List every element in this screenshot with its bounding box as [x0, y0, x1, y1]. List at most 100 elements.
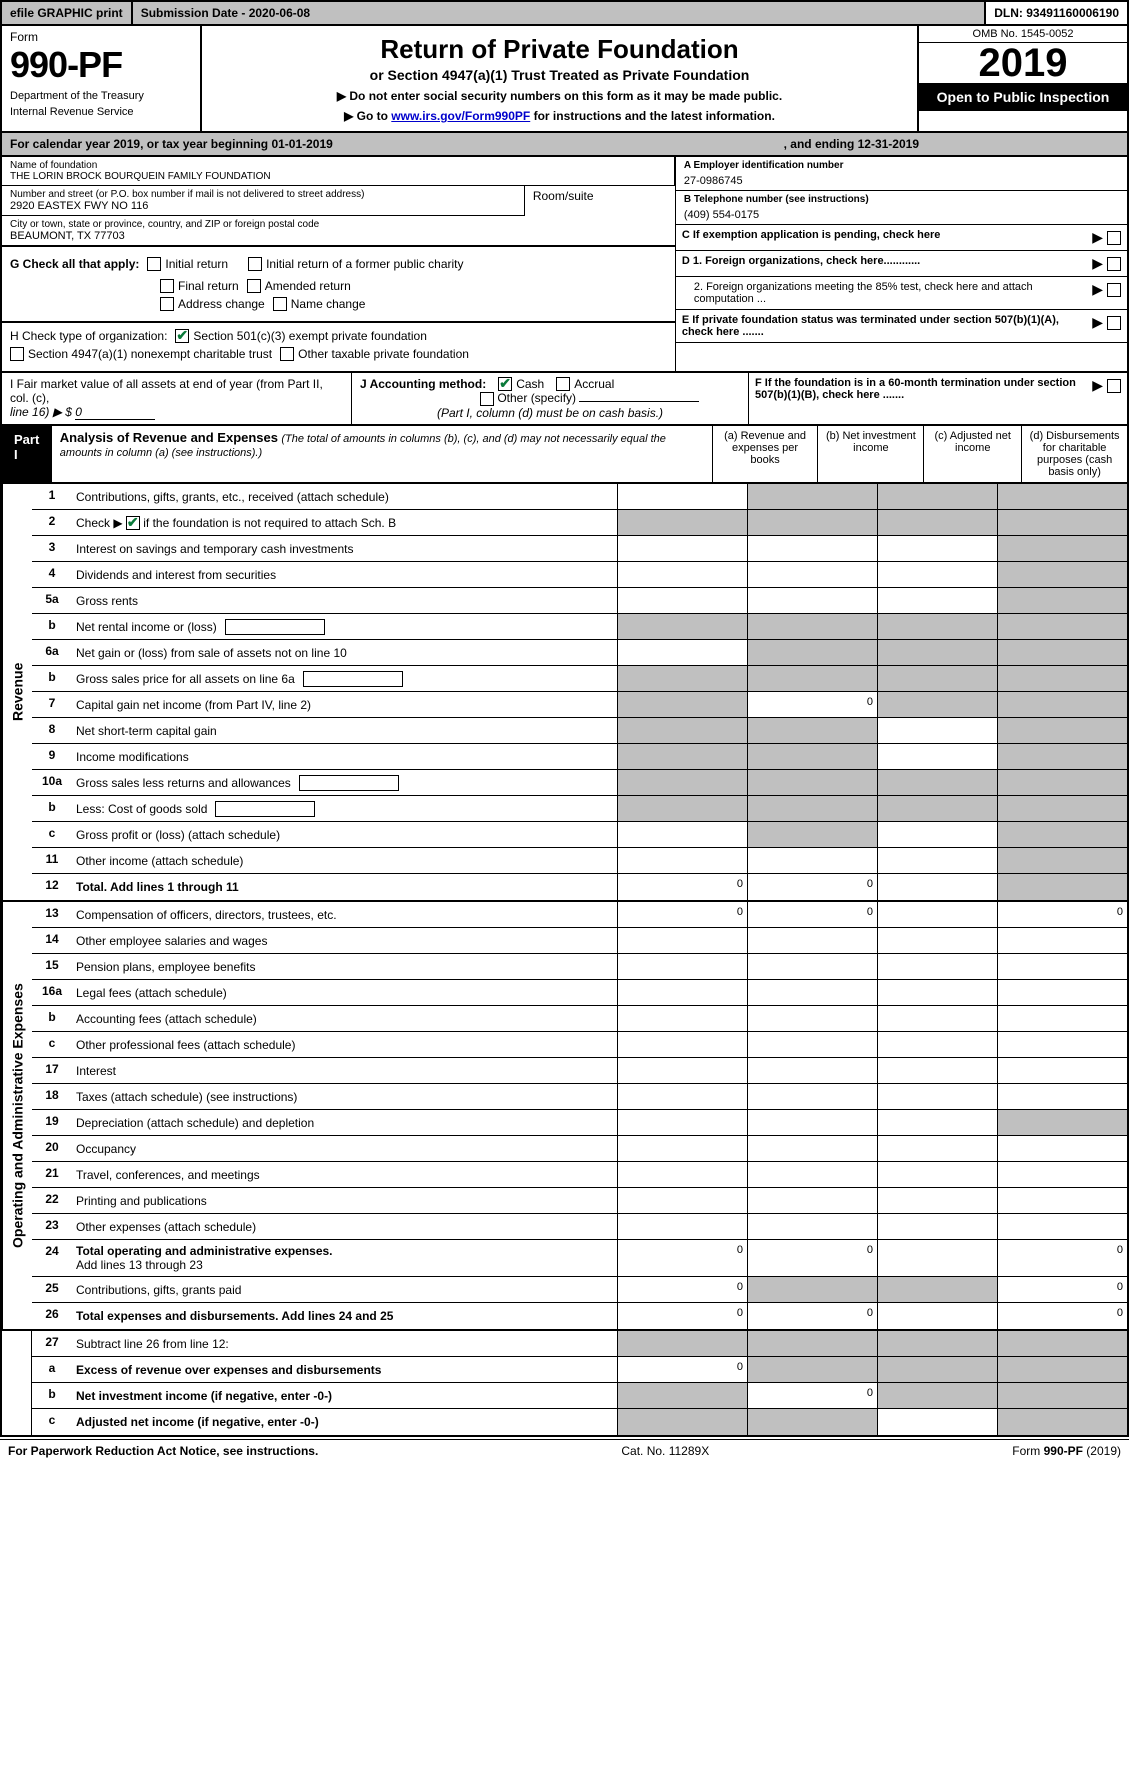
e-checkbox[interactable] — [1107, 316, 1121, 330]
l10a-box — [299, 775, 399, 791]
part1-title: Analysis of Revenue and Expenses — [60, 430, 278, 445]
4947-label: Section 4947(a)(1) nonexempt charitable … — [28, 347, 272, 361]
section-ij: I Fair market value of all assets at end… — [0, 373, 1129, 426]
d1-checkbox[interactable] — [1107, 257, 1121, 271]
other-specify-line — [579, 401, 699, 402]
l26-a: 0 — [617, 1303, 747, 1329]
arrow-icon: ▶ — [1092, 281, 1103, 298]
other-specify-checkbox[interactable] — [480, 392, 494, 406]
l12-a: 0 — [617, 874, 747, 900]
expenses-table: Operating and Administrative Expenses 13… — [0, 902, 1129, 1331]
amended-label: Amended return — [265, 279, 351, 293]
phone-value: (409) 554-0175 — [684, 209, 1119, 221]
line-6b: Gross sales price for all assets on line… — [72, 666, 617, 691]
name-change-checkbox[interactable] — [273, 297, 287, 311]
line-21: Travel, conferences, and meetings — [72, 1162, 617, 1187]
l27a-a: 0 — [617, 1357, 747, 1382]
4947-checkbox[interactable] — [10, 347, 24, 361]
footer-right: Form 990-PF (2019) — [1012, 1444, 1121, 1458]
d1-label: D 1. Foreign organizations, check here..… — [682, 255, 1092, 267]
col-a-header: (a) Revenue and expenses per books — [712, 426, 818, 482]
address: 2920 EASTEX FWY NO 116 — [10, 200, 516, 212]
line-12: Total. Add lines 1 through 11 — [72, 874, 617, 900]
f-label: F If the foundation is in a 60-month ter… — [755, 377, 1092, 401]
col-d-header: (d) Disbursements for charitable purpose… — [1021, 426, 1127, 482]
line-1: Contributions, gifts, grants, etc., rece… — [72, 484, 617, 509]
501c3-checkbox[interactable] — [175, 329, 189, 343]
address-change-checkbox[interactable] — [160, 297, 174, 311]
amended-checkbox[interactable] — [247, 279, 261, 293]
l13-a: 0 — [617, 902, 747, 927]
address-cell: Number and street (or P.O. box number if… — [2, 186, 525, 216]
section-d1: D 1. Foreign organizations, check here..… — [676, 251, 1127, 277]
form-word: Form — [10, 30, 192, 44]
efile-label[interactable]: efile GRAPHIC print — [2, 2, 133, 24]
line-5a: Gross rents — [72, 588, 617, 613]
l25-a: 0 — [617, 1277, 747, 1302]
501c3-label: Section 501(c)(3) exempt private foundat… — [193, 329, 426, 343]
initial-former-checkbox[interactable] — [248, 257, 262, 271]
instruction-1: ▶ Do not enter social security numbers o… — [210, 89, 909, 103]
d2-label: 2. Foreign organizations meeting the 85%… — [682, 281, 1092, 305]
dept-treasury: Department of the Treasury — [10, 90, 192, 102]
l25-d: 0 — [997, 1277, 1127, 1302]
sch-b-checkbox[interactable] — [126, 516, 140, 530]
section-i: I Fair market value of all assets at end… — [2, 373, 352, 424]
c-checkbox[interactable] — [1107, 231, 1121, 245]
initial-return-label: Initial return — [165, 257, 228, 271]
form-number: 990-PF — [10, 44, 192, 86]
cash-checkbox[interactable] — [498, 377, 512, 391]
f-checkbox[interactable] — [1107, 379, 1121, 393]
form-header: Form 990-PF Department of the Treasury I… — [0, 26, 1129, 133]
line-27a: Excess of revenue over expenses and disb… — [72, 1357, 617, 1382]
arrow-icon: ▶ — [1092, 314, 1103, 331]
line-27c: Adjusted net income (if negative, enter … — [72, 1409, 617, 1435]
line-5b: Net rental income or (loss) — [72, 614, 617, 639]
i-line16: line 16) ▶ $ — [10, 405, 72, 419]
final-return-checkbox[interactable] — [160, 279, 174, 293]
initial-former-label: Initial return of a former public charit… — [266, 257, 463, 271]
accrual-label: Accrual — [574, 377, 614, 391]
calendar-year-row: For calendar year 2019, or tax year begi… — [0, 133, 1129, 157]
instr2-post: for instructions and the latest informat… — [530, 109, 775, 123]
l10b-box — [215, 801, 315, 817]
dept-irs: Internal Revenue Service — [10, 106, 192, 118]
l27b-b: 0 — [747, 1383, 877, 1408]
spacer — [2, 1331, 32, 1435]
arrow-icon: ▶ — [1092, 255, 1103, 272]
initial-return-checkbox[interactable] — [147, 257, 161, 271]
j-note: (Part I, column (d) must be on cash basi… — [360, 406, 740, 420]
line-13: Compensation of officers, directors, tru… — [72, 902, 617, 927]
other-taxable-checkbox[interactable] — [280, 347, 294, 361]
line-15: Pension plans, employee benefits — [72, 954, 617, 979]
l24-a: 0 — [617, 1240, 747, 1276]
line-22: Printing and publications — [72, 1188, 617, 1213]
arrow-icon: ▶ — [1092, 377, 1103, 394]
l26-b: 0 — [747, 1303, 877, 1329]
top-bar: efile GRAPHIC print Submission Date - 20… — [0, 0, 1129, 26]
line-19: Depreciation (attach schedule) and deple… — [72, 1110, 617, 1135]
expenses-body: 13Compensation of officers, directors, t… — [32, 902, 1127, 1329]
line-4: Dividends and interest from securities — [72, 562, 617, 587]
line-10a: Gross sales less returns and allowances — [72, 770, 617, 795]
part1-badge: Part I — [2, 426, 52, 482]
section-e: E If private foundation status was termi… — [676, 310, 1127, 343]
dln-label: DLN: 93491160006190 — [986, 2, 1127, 24]
d2-checkbox[interactable] — [1107, 283, 1121, 297]
accrual-checkbox[interactable] — [556, 377, 570, 391]
l7-b: 0 — [747, 692, 877, 717]
part1-header: Part I Analysis of Revenue and Expenses … — [0, 426, 1129, 484]
part1-desc: Analysis of Revenue and Expenses (The to… — [52, 426, 712, 482]
col-b-header: (b) Net investment income — [817, 426, 923, 482]
instructions-link[interactable]: www.irs.gov/Form990PF — [391, 109, 530, 123]
l13-b: 0 — [747, 902, 877, 927]
phone-cell: B Telephone number (see instructions) (4… — [676, 191, 1127, 225]
room-label: Room/suite — [533, 189, 667, 203]
calendar-text2: , and ending 12-31-2019 — [784, 137, 919, 151]
section-h: H Check type of organization: Section 50… — [2, 321, 675, 371]
l2-post: if the foundation is not required to att… — [143, 516, 396, 530]
line-23: Other expenses (attach schedule) — [72, 1214, 617, 1239]
line-10c: Gross profit or (loss) (attach schedule) — [72, 822, 617, 847]
line-16a: Legal fees (attach schedule) — [72, 980, 617, 1005]
line-9: Income modifications — [72, 744, 617, 769]
